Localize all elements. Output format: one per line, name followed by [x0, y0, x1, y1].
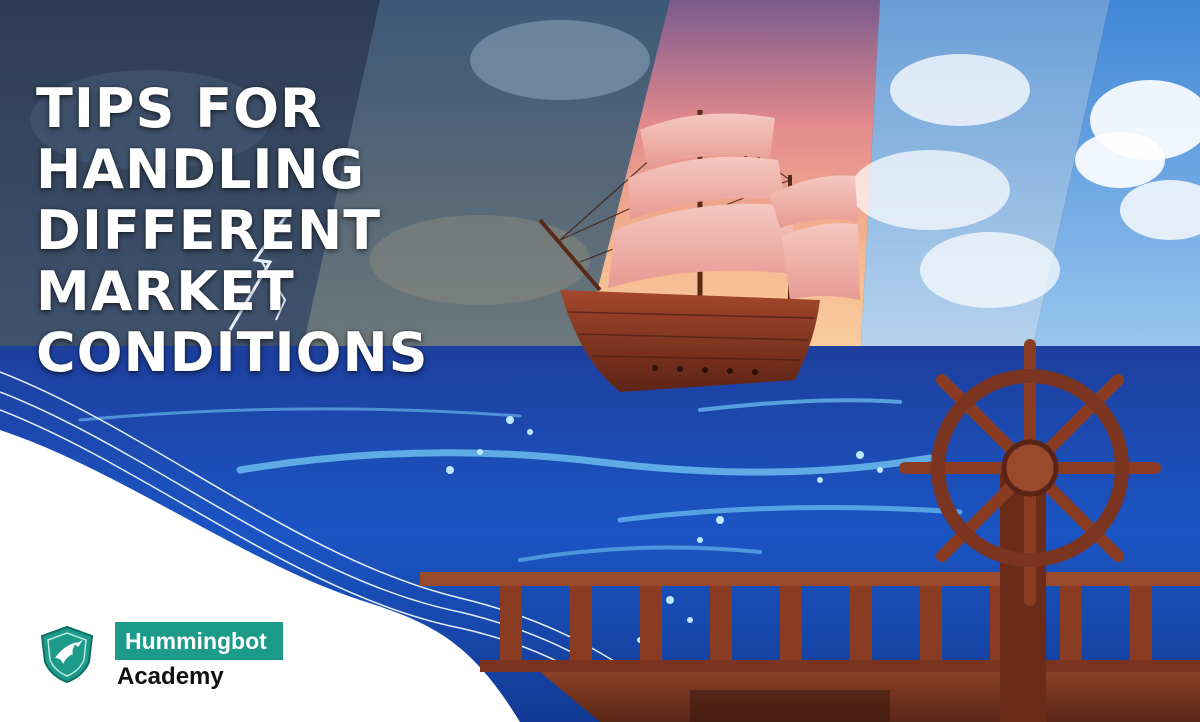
- title-line: CONDITIONS: [36, 321, 429, 384]
- ship-wheel: [899, 339, 1161, 722]
- banner-title: TIPS FOR HANDLING DIFFERENT MARKET CONDI…: [36, 78, 656, 383]
- lightning-bolt: [228, 209, 292, 331]
- title-line: TIPS FOR HANDLING: [36, 77, 366, 201]
- brand-logo: Hummingbot Academy: [37, 622, 337, 692]
- title-line: DIFFERENT MARKET: [36, 199, 382, 323]
- waves: [78, 398, 963, 562]
- lightning-branch: [261, 261, 287, 321]
- clouds: [30, 20, 1200, 308]
- sailing-ship: [538, 110, 860, 392]
- brand-subtitle: Academy: [117, 663, 224, 690]
- hummingbird-badge-icon: [40, 625, 94, 684]
- sea-spray: [446, 416, 883, 643]
- brand-name: Hummingbot: [115, 622, 283, 660]
- deck-grate: [690, 690, 890, 722]
